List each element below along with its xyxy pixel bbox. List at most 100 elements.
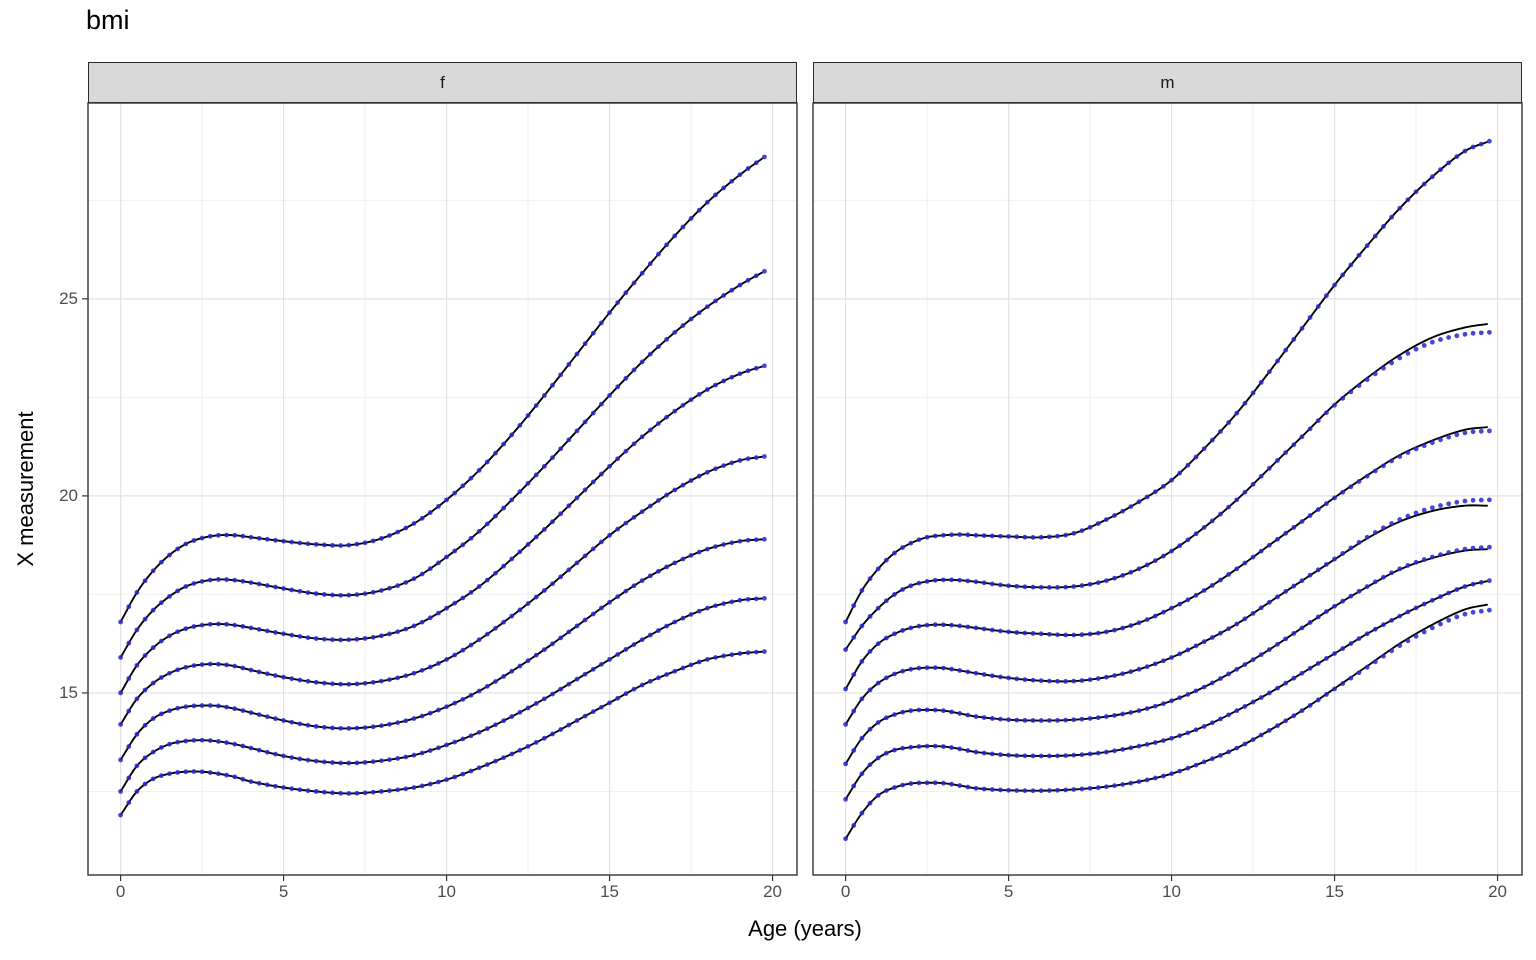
data-point-f-centile-2 [264, 583, 270, 588]
data-point-f-centile-6 [403, 754, 409, 760]
data-point-m-centile-5 [1275, 641, 1280, 647]
data-point-f-centile-1 [647, 261, 653, 267]
data-point-m-centile-4 [1478, 497, 1484, 503]
data-point-m-centile-1 [1144, 494, 1150, 500]
data-point-m-centile-1 [1266, 369, 1272, 375]
data-point-f-centile-5 [142, 722, 148, 728]
data-point-m-centile-4 [883, 675, 889, 681]
data-point-f-centile-2 [501, 505, 507, 511]
data-point-f-centile-7 [452, 774, 458, 780]
facet-strip-f: f [88, 62, 797, 103]
data-point-f-centile-5 [248, 710, 254, 716]
data-point-f-centile-1 [484, 459, 490, 465]
data-point-f-centile-1 [224, 532, 229, 538]
data-point-m-centile-1 [1405, 197, 1411, 203]
x-tick-label-m-10: 10 [1162, 882, 1182, 901]
data-point-m-centile-2 [1250, 481, 1256, 487]
data-point-f-centile-5 [517, 663, 523, 669]
data-point-f-centile-6 [672, 619, 678, 625]
data-point-f-centile-2 [199, 579, 205, 584]
data-point-m-centile-1 [1487, 138, 1492, 144]
data-point-m-centile-4 [1324, 561, 1329, 567]
data-point-f-centile-7 [550, 731, 555, 737]
data-point-m-centile-4 [1014, 676, 1020, 682]
data-point-f-centile-2 [656, 344, 661, 350]
data-point-m-centile-7 [981, 786, 987, 792]
data-point-m-centile-1 [1038, 534, 1044, 540]
data-point-f-centile-3 [273, 630, 278, 635]
data-point-m-centile-7 [1462, 611, 1468, 617]
data-point-f-centile-7 [199, 769, 205, 775]
data-point-f-centile-6 [264, 749, 270, 755]
data-point-m-centile-6 [892, 747, 897, 753]
data-point-f-centile-3 [582, 487, 588, 493]
data-point-m-centile-3 [1405, 450, 1411, 455]
data-point-m-centile-6 [1022, 753, 1028, 759]
data-point-m-centile-7 [1470, 609, 1476, 615]
data-point-f-centile-3 [745, 368, 751, 374]
data-point-f-centile-3 [664, 414, 670, 420]
data-point-m-centile-5 [1283, 636, 1289, 642]
data-point-m-centile-2 [1226, 504, 1232, 510]
data-point-m-centile-2 [1071, 584, 1077, 589]
data-point-m-centile-3 [875, 641, 881, 647]
data-point-m-centile-6 [940, 744, 946, 749]
data-point-f-centile-1 [656, 251, 661, 257]
data-point-f-centile-7 [688, 662, 694, 668]
data-point-m-centile-6 [1226, 712, 1232, 718]
data-point-f-centile-3 [313, 636, 319, 641]
data-point-m-centile-6 [1266, 690, 1272, 696]
data-point-f-centile-6 [688, 612, 694, 617]
data-point-f-centile-4 [639, 509, 645, 515]
data-point-f-centile-7 [541, 735, 547, 741]
data-point-f-centile-3 [215, 621, 221, 627]
data-point-f-centile-3 [468, 590, 474, 595]
data-point-f-centile-1 [207, 533, 213, 539]
data-point-m-centile-4 [1397, 517, 1403, 522]
data-point-m-centile-5 [1022, 717, 1028, 723]
data-point-f-centile-2 [533, 472, 539, 478]
data-point-f-centile-5 [541, 647, 547, 652]
data-point-f-centile-1 [256, 535, 262, 541]
data-point-m-centile-2 [892, 592, 897, 597]
data-point-f-centile-2 [387, 585, 392, 591]
data-point-f-centile-2 [696, 310, 702, 316]
data-point-f-centile-2 [281, 586, 286, 591]
data-point-m-centile-1 [949, 532, 954, 538]
data-point-m-centile-2 [875, 605, 881, 611]
data-point-f-centile-3 [395, 629, 401, 635]
data-point-f-centile-2 [232, 577, 238, 583]
y-tick-label-25: 25 [59, 288, 78, 308]
data-point-m-centile-5 [1087, 716, 1093, 721]
data-point-m-centile-1 [1218, 429, 1223, 434]
data-point-m-centile-6 [1038, 753, 1044, 759]
data-point-m-centile-3 [1397, 454, 1403, 459]
data-point-f-centile-3 [281, 631, 286, 637]
data-point-m-centile-6 [1136, 743, 1142, 749]
data-point-f-centile-6 [501, 718, 507, 724]
data-point-f-centile-3 [476, 584, 482, 589]
data-point-m-centile-4 [1128, 669, 1134, 675]
data-point-m-centile-6 [1258, 695, 1264, 700]
data-point-f-centile-3 [452, 600, 458, 606]
data-point-m-centile-3 [1120, 625, 1126, 631]
data-point-m-centile-2 [1332, 402, 1337, 408]
data-point-m-centile-4 [1030, 677, 1036, 683]
data-point-f-centile-1 [688, 216, 694, 221]
data-point-m-centile-4 [1177, 651, 1183, 657]
data-point-f-centile-4 [248, 667, 254, 673]
data-point-f-centile-4 [745, 456, 751, 462]
data-point-f-centile-5 [615, 594, 621, 600]
data-point-m-centile-7 [1055, 787, 1060, 793]
data-point-m-centile-3 [1234, 566, 1240, 572]
data-point-m-centile-5 [1381, 574, 1386, 580]
data-point-m-centile-1 [1201, 446, 1207, 452]
data-point-f-centile-4 [150, 680, 156, 686]
data-point-m-centile-1 [1429, 174, 1435, 180]
data-point-f-centile-4 [615, 526, 621, 532]
data-point-m-centile-3 [1169, 605, 1174, 611]
data-point-m-centile-1 [1332, 282, 1337, 288]
data-point-m-centile-6 [1315, 660, 1321, 666]
data-point-f-centile-7 [501, 755, 507, 761]
data-point-m-centile-6 [1364, 631, 1370, 637]
